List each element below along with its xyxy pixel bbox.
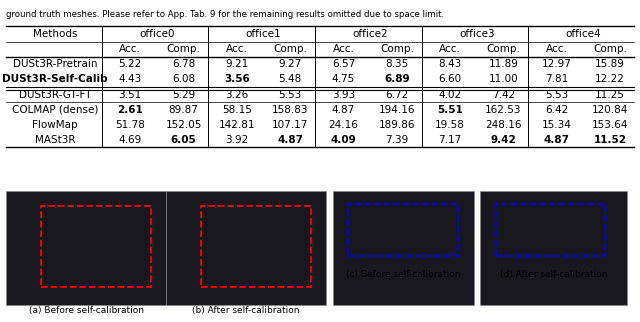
Text: Acc.: Acc. xyxy=(333,44,355,54)
Text: 120.84: 120.84 xyxy=(592,105,628,115)
Text: 9.21: 9.21 xyxy=(225,59,248,69)
Text: Comp.: Comp. xyxy=(380,44,414,54)
Bar xyxy=(41,206,150,288)
Text: 6.57: 6.57 xyxy=(332,59,355,69)
Text: 4.02: 4.02 xyxy=(438,90,461,99)
Text: 7.42: 7.42 xyxy=(492,90,515,99)
Text: 19.58: 19.58 xyxy=(435,120,465,130)
Text: 6.78: 6.78 xyxy=(172,59,195,69)
FancyBboxPatch shape xyxy=(333,191,474,305)
Text: 12.97: 12.97 xyxy=(542,59,572,69)
Bar xyxy=(348,204,458,256)
Text: 8.35: 8.35 xyxy=(385,59,408,69)
Text: 6.08: 6.08 xyxy=(172,74,195,84)
Bar xyxy=(495,204,605,256)
Text: 142.81: 142.81 xyxy=(219,120,255,130)
Text: Comp.: Comp. xyxy=(593,44,627,54)
Text: 4.43: 4.43 xyxy=(118,74,142,84)
Text: 15.34: 15.34 xyxy=(542,120,572,130)
Text: Acc.: Acc. xyxy=(226,44,248,54)
Text: 4.87: 4.87 xyxy=(277,135,303,145)
Text: Comp.: Comp. xyxy=(166,44,200,54)
Text: (b) After self-calibration: (b) After self-calibration xyxy=(192,306,300,315)
Text: 6.05: 6.05 xyxy=(171,135,196,145)
Text: office3: office3 xyxy=(459,29,495,39)
Text: 5.53: 5.53 xyxy=(278,90,302,99)
Text: DUSt3R-GT-FT: DUSt3R-GT-FT xyxy=(19,90,92,99)
Text: 107.17: 107.17 xyxy=(272,120,308,130)
Text: office1: office1 xyxy=(246,29,282,39)
FancyBboxPatch shape xyxy=(166,191,326,305)
Text: 5.53: 5.53 xyxy=(545,90,568,99)
Text: Comp.: Comp. xyxy=(273,44,307,54)
Text: 51.78: 51.78 xyxy=(115,120,145,130)
Text: 3.92: 3.92 xyxy=(225,135,248,145)
Text: office0: office0 xyxy=(139,29,175,39)
Text: 5.29: 5.29 xyxy=(172,90,195,99)
FancyBboxPatch shape xyxy=(6,191,166,305)
Text: 5.51: 5.51 xyxy=(437,105,463,115)
Text: COLMAP (dense): COLMAP (dense) xyxy=(12,105,98,115)
Text: 7.81: 7.81 xyxy=(545,74,568,84)
Text: 3.26: 3.26 xyxy=(225,90,248,99)
Text: 2.61: 2.61 xyxy=(117,105,143,115)
Text: 15.89: 15.89 xyxy=(595,59,625,69)
Bar xyxy=(201,206,310,288)
Text: FlowMap: FlowMap xyxy=(32,120,78,130)
Text: 11.00: 11.00 xyxy=(489,74,518,84)
Text: office2: office2 xyxy=(353,29,388,39)
Text: Comp.: Comp. xyxy=(486,44,520,54)
Text: 12.22: 12.22 xyxy=(595,74,625,84)
Text: 3.56: 3.56 xyxy=(224,74,250,84)
Text: 4.87: 4.87 xyxy=(332,105,355,115)
Text: 4.09: 4.09 xyxy=(331,135,356,145)
Text: 248.16: 248.16 xyxy=(485,120,522,130)
Text: 153.64: 153.64 xyxy=(592,120,628,130)
Text: 152.05: 152.05 xyxy=(165,120,202,130)
Text: 4.87: 4.87 xyxy=(544,135,570,145)
Text: 4.75: 4.75 xyxy=(332,74,355,84)
Text: 5.22: 5.22 xyxy=(118,59,142,69)
Text: (a) Before self-calibration: (a) Before self-calibration xyxy=(29,306,143,315)
Text: DUSt3R-Pretrain: DUSt3R-Pretrain xyxy=(13,59,97,69)
Text: 11.89: 11.89 xyxy=(488,59,518,69)
Text: 7.39: 7.39 xyxy=(385,135,408,145)
Text: 6.42: 6.42 xyxy=(545,105,568,115)
Text: 162.53: 162.53 xyxy=(485,105,522,115)
Text: ground truth meshes. Please refer to App. Tab. 9 for the remaining results omitt: ground truth meshes. Please refer to App… xyxy=(6,10,445,19)
Text: Acc.: Acc. xyxy=(439,44,461,54)
Text: MASt3R: MASt3R xyxy=(35,135,76,145)
Text: 11.52: 11.52 xyxy=(593,135,627,145)
Text: 189.86: 189.86 xyxy=(379,120,415,130)
Text: 4.69: 4.69 xyxy=(118,135,142,145)
Text: 6.89: 6.89 xyxy=(384,74,410,84)
Text: 89.87: 89.87 xyxy=(169,105,198,115)
FancyBboxPatch shape xyxy=(480,191,627,305)
Text: 194.16: 194.16 xyxy=(379,105,415,115)
Text: 6.60: 6.60 xyxy=(438,74,461,84)
Text: Acc.: Acc. xyxy=(119,44,141,54)
Text: 9.27: 9.27 xyxy=(278,59,302,69)
Text: DUSt3R-Self-Calib: DUSt3R-Self-Calib xyxy=(2,74,108,84)
Text: Acc.: Acc. xyxy=(546,44,568,54)
Text: Methods: Methods xyxy=(33,29,77,39)
Text: (d) After self-calibration: (d) After self-calibration xyxy=(500,270,608,279)
Text: 11.25: 11.25 xyxy=(595,90,625,99)
Text: office4: office4 xyxy=(566,29,601,39)
Text: 158.83: 158.83 xyxy=(272,105,308,115)
Text: 6.72: 6.72 xyxy=(385,90,408,99)
Text: 58.15: 58.15 xyxy=(222,105,252,115)
Text: 9.42: 9.42 xyxy=(491,135,516,145)
Text: 8.43: 8.43 xyxy=(438,59,462,69)
Text: (c) Before self-calibration: (c) Before self-calibration xyxy=(346,270,461,279)
Text: 3.51: 3.51 xyxy=(118,90,142,99)
Text: 7.17: 7.17 xyxy=(438,135,462,145)
Text: 24.16: 24.16 xyxy=(328,120,358,130)
Text: 5.48: 5.48 xyxy=(278,74,302,84)
Text: 3.93: 3.93 xyxy=(332,90,355,99)
